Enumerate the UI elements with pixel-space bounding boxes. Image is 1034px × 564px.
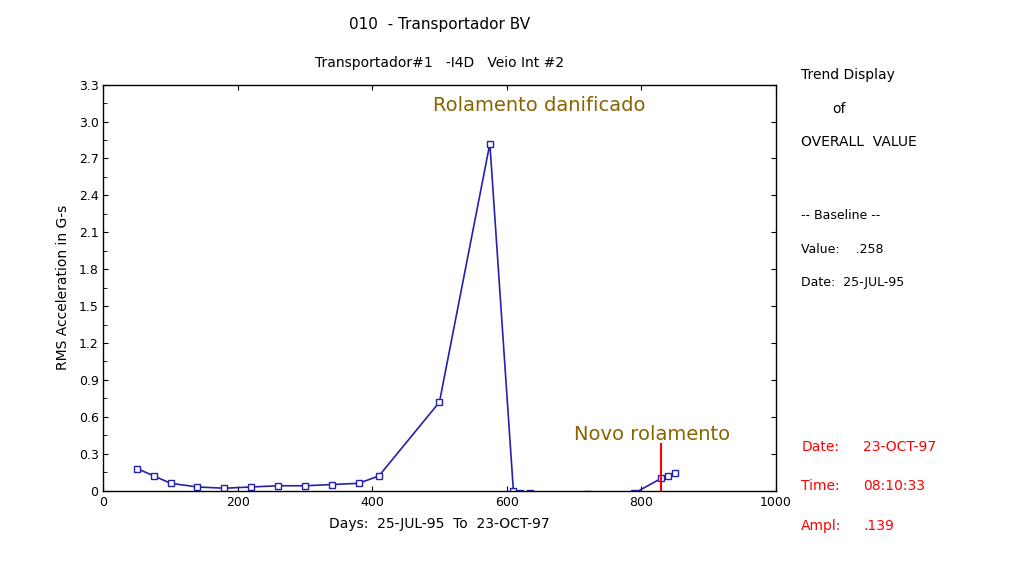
X-axis label: Days:  25-JUL-95  To  23-OCT-97: Days: 25-JUL-95 To 23-OCT-97: [329, 517, 550, 531]
Text: -- Baseline --: -- Baseline --: [801, 209, 881, 222]
Text: Trend Display: Trend Display: [801, 68, 895, 82]
Text: OVERALL  VALUE: OVERALL VALUE: [801, 135, 917, 149]
Text: of: of: [832, 102, 846, 116]
Text: 010  - Transportador BV: 010 - Transportador BV: [348, 17, 530, 32]
Text: Value:    .258: Value: .258: [801, 243, 884, 255]
Text: Novo rolamento: Novo rolamento: [574, 425, 730, 444]
Text: Ampl:: Ampl:: [801, 519, 842, 533]
Text: Date:  25-JUL-95: Date: 25-JUL-95: [801, 276, 905, 289]
Y-axis label: RMS Acceleration in G-s: RMS Acceleration in G-s: [56, 205, 70, 370]
Text: 08:10:33: 08:10:33: [863, 479, 925, 494]
Text: Time:: Time:: [801, 479, 840, 494]
Text: .139: .139: [863, 519, 894, 533]
Text: Transportador#1   -I4D   Veio Int #2: Transportador#1 -I4D Veio Int #2: [315, 56, 564, 70]
Text: Rolamento danificado: Rolamento danificado: [433, 96, 645, 116]
Text: 23-OCT-97: 23-OCT-97: [863, 440, 937, 454]
Text: Date:: Date:: [801, 440, 840, 454]
